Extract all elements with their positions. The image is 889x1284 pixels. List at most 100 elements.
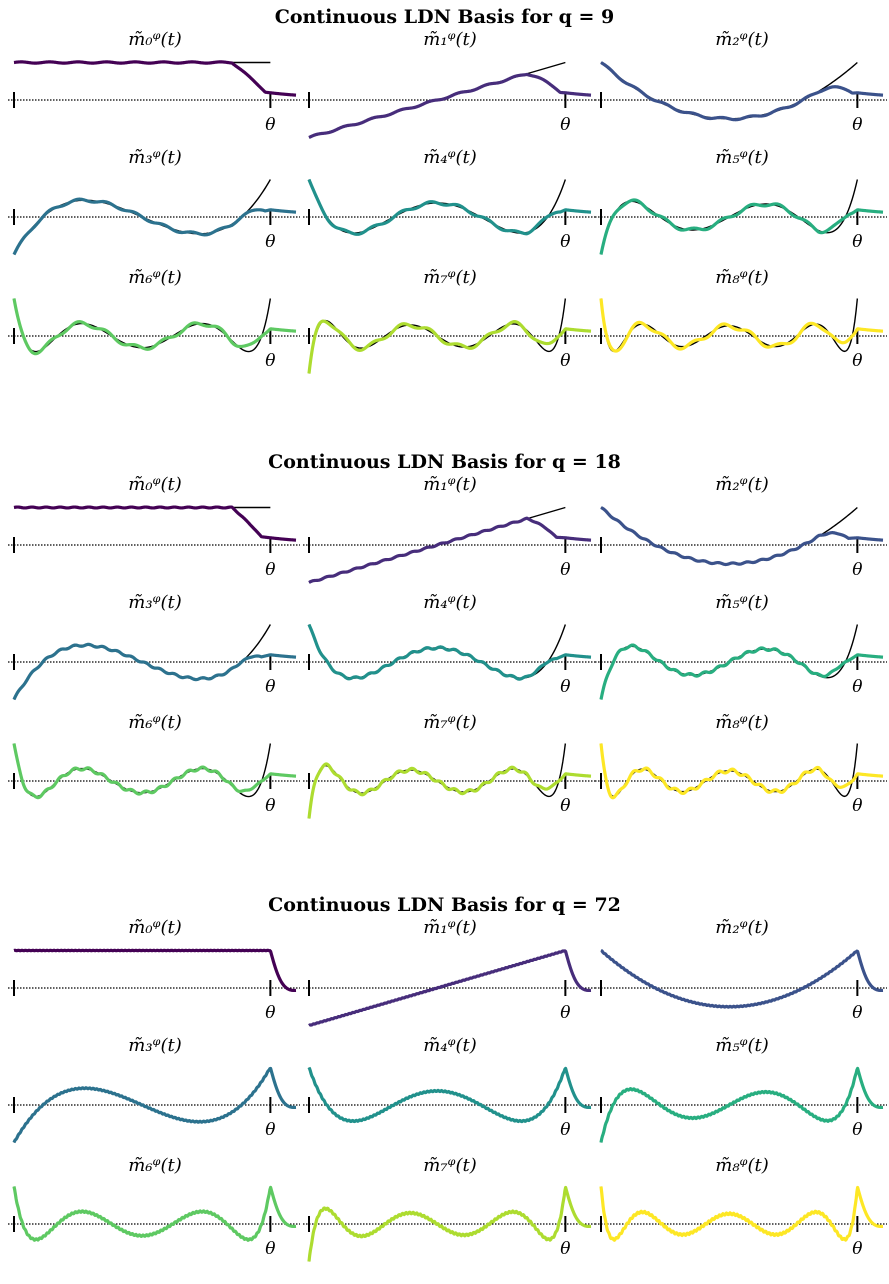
theta-label: θ — [560, 560, 570, 580]
panel-title: m̃₈ᵠ(t) — [715, 1155, 769, 1176]
panel-title: m̃₀ᵠ(t) — [128, 29, 182, 50]
ldn-basis-line — [307, 762, 592, 819]
panel-title: m̃₂ᵠ(t) — [715, 29, 769, 50]
ldn-basis-line — [307, 1066, 592, 1124]
basis-panel: m̃₇ᵠ(t) θ — [303, 712, 595, 819]
theta-label: θ — [852, 1120, 862, 1140]
theta-label: θ — [560, 115, 570, 135]
basis-panel: m̃₅ᵠ(t) θ — [595, 592, 887, 700]
panel-title: m̃₂ᵠ(t) — [715, 917, 769, 938]
panel-title: m̃₁ᵠ(t) — [423, 29, 477, 50]
theta-label: θ — [852, 560, 862, 580]
theta-label: θ — [265, 351, 275, 371]
basis-panel: m̃₂ᵠ(t) θ — [595, 29, 887, 135]
theta-label: θ — [852, 115, 862, 135]
block-title: Continuous LDN Basis for q = 18 — [268, 451, 621, 473]
basis-panel: m̃₀ᵠ(t) θ — [8, 917, 300, 1023]
panel-title: m̃₅ᵠ(t) — [715, 1035, 769, 1056]
ldn-basis-line — [12, 197, 297, 256]
panel-title: m̃₇ᵠ(t) — [423, 1155, 477, 1176]
theta-label: θ — [852, 232, 862, 252]
basis-panel: m̃₄ᵠ(t) θ — [303, 147, 595, 252]
basis-panel: m̃₅ᵠ(t) θ — [595, 147, 887, 255]
basis-panel: m̃₀ᵠ(t) θ — [8, 29, 300, 135]
theta-label: θ — [560, 796, 570, 816]
basis-panel: m̃₄ᵠ(t) θ — [303, 592, 595, 697]
panel-title: m̃₂ᵠ(t) — [715, 474, 769, 495]
ldn-basis-line — [307, 623, 592, 681]
basis-panel: m̃₄ᵠ(t) θ — [303, 1035, 595, 1140]
ldn-basis-line — [13, 505, 297, 542]
theta-label: θ — [265, 115, 275, 135]
ldn-basis-line — [600, 948, 884, 1009]
theta-label: θ — [560, 1003, 570, 1023]
ldn-basis-line — [13, 948, 297, 993]
basis-panel: m̃₈ᵠ(t) θ — [595, 712, 887, 816]
basis-panel: m̃₆ᵠ(t) θ — [8, 267, 300, 371]
basis-panel: m̃₆ᵠ(t) θ — [8, 712, 300, 816]
theta-label: θ — [560, 232, 570, 252]
panel-title: m̃₁ᵠ(t) — [423, 917, 477, 938]
ldn-basis-line — [308, 72, 592, 139]
ldn-basis-line — [599, 643, 884, 700]
ldn-basis-line — [12, 1185, 297, 1242]
block-title: Continuous LDN Basis for q = 9 — [275, 6, 615, 28]
basis-panel: m̃₁ᵠ(t) θ — [303, 474, 595, 584]
theta-label: θ — [265, 232, 275, 252]
ldn-basis-line — [308, 516, 592, 584]
theta-label: θ — [560, 677, 570, 697]
theta-label: θ — [852, 1239, 862, 1259]
basis-panel: m̃₆ᵠ(t) θ — [8, 1155, 300, 1259]
basis-panel: m̃₇ᵠ(t) θ — [303, 267, 595, 374]
reference-legendre-line — [308, 1067, 567, 1122]
panel-title: m̃₈ᵠ(t) — [715, 712, 769, 733]
ldn-basis-line — [599, 1066, 884, 1143]
theta-label: θ — [265, 1239, 275, 1259]
ldn-basis-line — [12, 743, 297, 800]
panel-title: m̃₆ᵠ(t) — [128, 712, 182, 733]
reference-legendre-line — [308, 179, 567, 234]
ldn-basis-line — [599, 198, 884, 255]
reference-legendre-line — [308, 624, 567, 679]
theta-label: θ — [560, 351, 570, 371]
basis-panel: m̃₂ᵠ(t) θ — [595, 917, 887, 1023]
theta-label: θ — [265, 796, 275, 816]
ldn-basis-line — [600, 61, 884, 122]
theta-label: θ — [265, 677, 275, 697]
panel-title: m̃₀ᵠ(t) — [128, 917, 182, 938]
panel-title: m̃₆ᵠ(t) — [128, 267, 182, 288]
basis-panel: m̃₈ᵠ(t) θ — [595, 1155, 887, 1259]
theta-label: θ — [560, 1120, 570, 1140]
panel-title: m̃₃ᵠ(t) — [128, 1035, 182, 1056]
theta-label: θ — [852, 796, 862, 816]
basis-panel: m̃₃ᵠ(t) θ — [8, 1035, 300, 1144]
panel-title: m̃₃ᵠ(t) — [128, 592, 182, 613]
theta-label: θ — [265, 560, 275, 580]
basis-panel: m̃₃ᵠ(t) θ — [8, 147, 300, 256]
basis-panel: m̃₂ᵠ(t) θ — [595, 474, 887, 580]
panel-title: m̃₄ᵠ(t) — [423, 592, 477, 613]
panel-title: m̃₇ᵠ(t) — [423, 712, 477, 733]
panel-title: m̃₅ᵠ(t) — [715, 147, 769, 168]
ldn-basis-line — [307, 319, 592, 374]
theta-label: θ — [852, 677, 862, 697]
ldn-basis-line — [12, 298, 297, 356]
basis-panel: m̃₁ᵠ(t) θ — [303, 917, 595, 1027]
basis-panel: m̃₀ᵠ(t) θ — [8, 474, 300, 580]
theta-label: θ — [560, 1239, 570, 1259]
panel-title: m̃₇ᵠ(t) — [423, 267, 477, 288]
panel-title: m̃₄ᵠ(t) — [423, 147, 477, 168]
theta-label: θ — [265, 1003, 275, 1023]
ldn-basis-line — [12, 1066, 297, 1144]
basis-panel: m̃₅ᵠ(t) θ — [595, 1035, 887, 1143]
ldn-basis-line — [599, 298, 884, 353]
panel-title: m̃₆ᵠ(t) — [128, 1155, 182, 1176]
panel-title: m̃₈ᵠ(t) — [715, 267, 769, 288]
reference-legendre-line — [13, 1186, 272, 1241]
ldn-basis-line — [599, 1185, 884, 1242]
panel-title: m̃₁ᵠ(t) — [423, 474, 477, 495]
panel-title: m̃₀ᵠ(t) — [128, 474, 182, 495]
ldn-basis-line — [307, 178, 592, 236]
panel-title: m̃₅ᵠ(t) — [715, 592, 769, 613]
